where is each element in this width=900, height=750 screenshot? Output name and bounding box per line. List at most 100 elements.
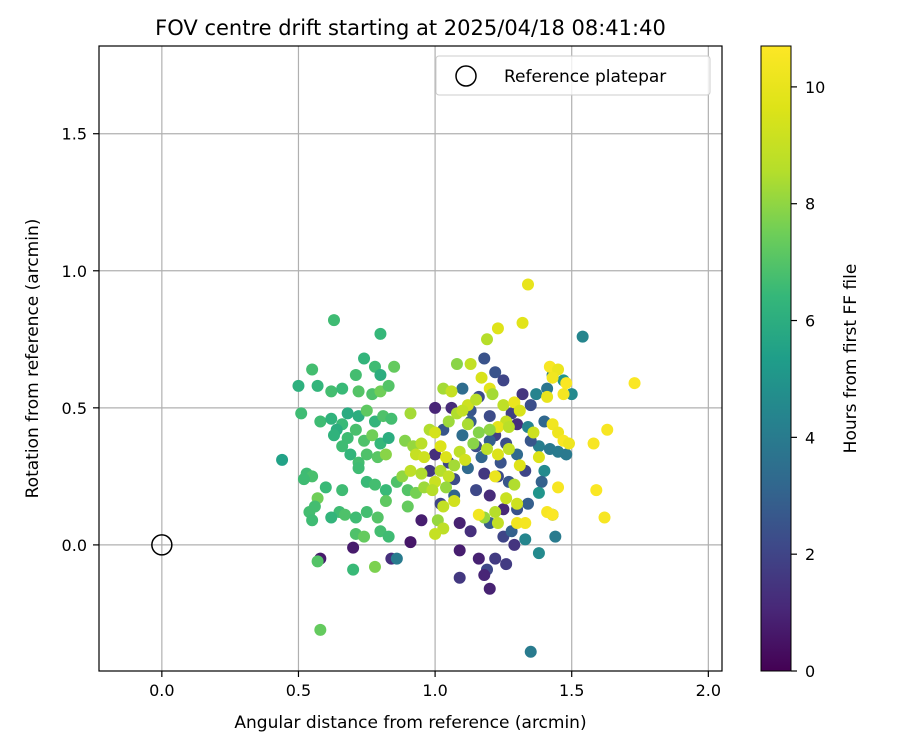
scatter-point [442, 415, 455, 428]
scatter-point [497, 374, 510, 387]
legend-label: Reference platepar [504, 67, 666, 87]
scatter-point [311, 555, 324, 568]
scatter-point [519, 516, 532, 529]
colorbar-tick-label: 10 [805, 78, 825, 97]
scatter-point [508, 538, 521, 551]
scatter-point [325, 511, 338, 524]
scatter-point [429, 426, 442, 439]
legend-marker-icon [455, 65, 477, 87]
scatter-point [535, 475, 548, 488]
scatter-point [349, 368, 362, 381]
scatter-point [401, 500, 414, 513]
x-tick-label: 0.5 [286, 681, 311, 700]
scatter-point [546, 371, 559, 384]
scatter-point [478, 352, 491, 365]
scatter-point [461, 418, 474, 431]
scatter-point [521, 497, 534, 510]
scatter-point [601, 423, 614, 436]
scatter-point [489, 552, 502, 565]
legend-box [435, 55, 711, 96]
scatter-point [437, 500, 450, 513]
scatter-point [352, 462, 365, 475]
scatter-point [483, 489, 496, 502]
scatter-point [453, 571, 466, 584]
scatter-point [415, 437, 428, 450]
scatter-point [472, 426, 485, 439]
scatter-point [358, 530, 371, 543]
scatter-point [511, 497, 524, 510]
scatter-point [478, 467, 491, 480]
scatter-point [434, 440, 447, 453]
reference-marker-group [151, 534, 173, 556]
scatter-point [456, 429, 469, 442]
scatter-point [327, 314, 340, 327]
scatter-point [445, 385, 458, 398]
scatter-point [530, 388, 543, 401]
scatter-point [470, 393, 483, 406]
scatter-point [513, 404, 526, 417]
scatter-point [598, 511, 611, 524]
scatter-point [366, 429, 379, 442]
scatter-point [336, 440, 349, 453]
colorbar-tick-label: 4 [805, 428, 815, 447]
scatter-point [385, 412, 398, 425]
scatter-point [516, 388, 529, 401]
scatter-point [453, 516, 466, 529]
scatter-point [347, 563, 360, 576]
scatter-point [532, 451, 545, 464]
scatter-point [292, 379, 305, 392]
scatter-point [360, 404, 373, 417]
scatter-point [374, 368, 387, 381]
colorbar-gradient [761, 46, 791, 671]
scatter-point [453, 544, 466, 557]
scatter-point [489, 366, 502, 379]
scatter-point [538, 464, 551, 477]
scatter-point [448, 459, 461, 472]
scatter-point [336, 382, 349, 395]
grid [99, 46, 722, 671]
scatter-point [524, 645, 537, 658]
scatter-point [349, 511, 362, 524]
x-axis-label: Angular distance from reference (arcmin) [234, 713, 586, 733]
scatter-point [382, 530, 395, 543]
scatter-point [325, 412, 338, 425]
scatter-point [311, 379, 324, 392]
colorbar-ticks: 0 2 4 6 8 10 [791, 78, 825, 681]
scatter-point [327, 429, 340, 442]
colorbar-frame [760, 45, 792, 672]
scatter-point [532, 547, 545, 560]
y-tick-label: 0.0 [62, 536, 87, 555]
chart-title: FOV centre drift starting at 2025/04/18 … [155, 16, 666, 40]
scatter-point [325, 385, 338, 398]
scatter-point [467, 437, 480, 450]
scatter-point [341, 407, 354, 420]
x-tick-label: 1.5 [559, 681, 584, 700]
scatter-point [497, 399, 510, 412]
scatter-point [382, 379, 395, 392]
scatter-point [590, 484, 603, 497]
scatter-point [500, 492, 513, 505]
colorbar-tick-label: 6 [805, 312, 815, 331]
reference-platepar-marker [151, 534, 173, 556]
scatter-point [502, 421, 515, 434]
scatter-point [549, 530, 562, 543]
scatter-point [516, 316, 529, 329]
scatter-point [532, 486, 545, 499]
scatter-point [628, 377, 641, 390]
data-points [276, 278, 641, 658]
scatter-point [276, 453, 289, 466]
scatter-point [508, 478, 521, 491]
scatter-point [483, 410, 496, 423]
scatter-point [502, 442, 515, 455]
scatter-point [464, 525, 477, 538]
scatter-point [456, 404, 469, 417]
scatter-point [541, 390, 554, 403]
scatter-point [349, 423, 362, 436]
scatter-point [464, 357, 477, 370]
x-tick-label: 0.0 [149, 681, 174, 700]
scatter-point [448, 495, 461, 508]
scatter-point [418, 451, 431, 464]
scatter-point [358, 352, 371, 365]
scatter-point [481, 333, 494, 346]
scatter-point [404, 464, 417, 477]
